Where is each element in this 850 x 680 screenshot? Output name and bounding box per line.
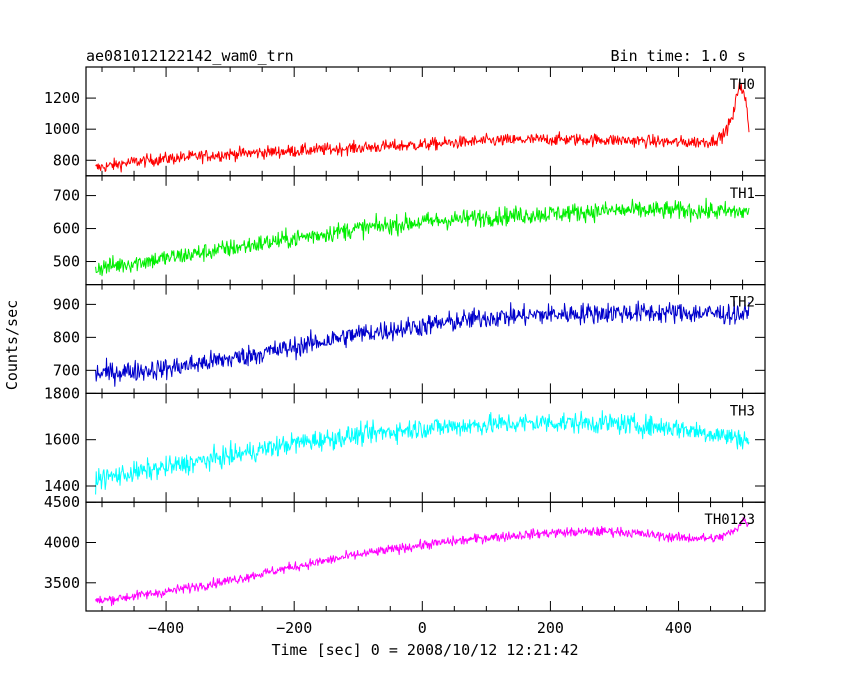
y-tick-label: 500 (53, 253, 80, 271)
plot-area: 800 1000 1200 TH0 500 600 700 TH1 700 800 900 TH2 14… (44, 66, 766, 637)
x-tick-label: 200 (537, 619, 564, 637)
panel-label: TH1 (730, 186, 755, 202)
y-tick-label: 1000 (44, 120, 80, 138)
x-tick-label: −400 (148, 619, 184, 637)
y-tick-label: 900 (53, 295, 80, 313)
y-tick-label: 4500 (44, 493, 80, 511)
series-th0123 (95, 517, 750, 607)
y-tick-label: 1800 (44, 384, 80, 402)
y-tick-label: 700 (53, 187, 80, 205)
x-tick-label: 400 (665, 619, 692, 637)
x-tick-label: 0 (418, 619, 427, 637)
panel-frame (85, 501, 766, 612)
x-tick-label: −200 (276, 619, 312, 637)
y-tick-label: 1600 (44, 431, 80, 449)
bin-time-label: Bin time: 1.0 s (611, 47, 746, 65)
y-tick-label: 1400 (44, 477, 80, 495)
panel-frame (85, 175, 766, 286)
panel-label: TH3 (730, 403, 755, 419)
x-axis-label: Time [sec] 0 = 2008/10/12 12:21:42 (271, 641, 578, 659)
y-tick-label: 700 (53, 361, 80, 379)
panel-label: TH2 (730, 295, 755, 311)
y-tick-label: 800 (53, 328, 80, 346)
series-th3 (95, 410, 750, 495)
y-tick-label: 3500 (44, 574, 80, 592)
y-tick-label: 600 (53, 220, 80, 238)
series-th2 (95, 300, 750, 387)
y-tick-label: 1200 (44, 89, 80, 107)
y-tick-label: 800 (53, 151, 80, 169)
series-th1 (95, 197, 750, 277)
panel-label: TH0 (730, 77, 755, 93)
panel-th0: 800 1000 1200 TH0 (44, 66, 766, 177)
y-axis-label: Counts/sec (3, 300, 21, 390)
panel-label: TH0123 (704, 512, 755, 528)
y-tick-label: 4000 (44, 533, 80, 551)
chart-title: ae081012122142_wam0_trn (86, 47, 294, 65)
panel-th1: 500 600 700 TH1 (53, 175, 766, 286)
panel-frame (85, 392, 766, 503)
series-th0 (95, 81, 750, 173)
panel-th3: 1400 1600 1800 TH3 (44, 384, 766, 503)
panel-frame (85, 66, 766, 177)
panel-th0123: 3500 4000 4500 TH0123 (44, 493, 766, 612)
panel-th2: 700 800 900 TH2 (53, 284, 766, 395)
panel-frame (85, 284, 766, 395)
